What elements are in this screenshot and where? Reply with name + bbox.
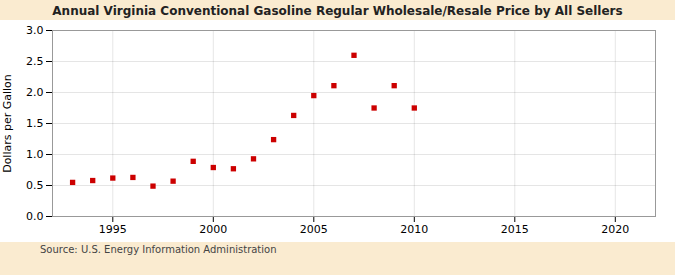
html-text:Annual Virginia Conventional G: Annual Virginia Conventional Gasoline Re… [52, 4, 623, 18]
svg-text:Dollars per Gallon: Dollars per Gallon [1, 74, 14, 173]
svg-text:2005: 2005 [300, 223, 328, 236]
svg-text:0.0: 0.0 [26, 210, 44, 223]
svg-text:2020: 2020 [601, 223, 629, 236]
html-text:Source: U.S. Energy Informatio: Source: U.S. Energy Information Administ… [40, 244, 277, 255]
svg-text:1.0: 1.0 [26, 148, 44, 161]
svg-text:3.0: 3.0 [26, 24, 44, 37]
svg-text:2015: 2015 [501, 223, 529, 236]
svg-text:0.5: 0.5 [26, 179, 44, 192]
svg-text:2000: 2000 [199, 223, 227, 236]
svg-text:1995: 1995 [99, 223, 127, 236]
svg-text:2.0: 2.0 [26, 86, 44, 99]
svg-text:2.5: 2.5 [26, 55, 44, 68]
svg-text:1.5: 1.5 [26, 117, 44, 130]
svg-text:2010: 2010 [400, 223, 428, 236]
